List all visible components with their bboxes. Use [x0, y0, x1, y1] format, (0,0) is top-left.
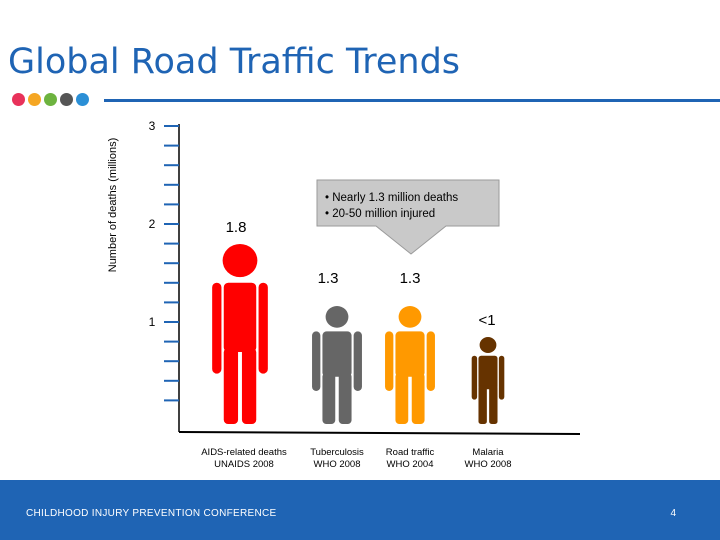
person-left-leg — [322, 372, 336, 424]
person-right-leg — [338, 372, 352, 424]
person-torso — [478, 355, 498, 390]
category-source: WHO 2008 — [465, 459, 512, 470]
page-title: Global Road Traffic Trends — [8, 42, 461, 82]
person-right-arm — [426, 331, 435, 391]
person-left-leg — [395, 372, 409, 424]
person-left-arm — [312, 331, 321, 391]
decorative-dot — [12, 93, 25, 106]
person-head — [479, 337, 497, 354]
person-head — [325, 306, 349, 328]
category-label: Malaria — [472, 447, 504, 458]
person-head — [398, 306, 422, 328]
title-rule — [104, 99, 720, 102]
person-right-arm — [258, 282, 268, 374]
person-left-leg — [478, 385, 487, 424]
person-left-leg — [223, 348, 239, 424]
callout-bullet: • Nearly 1.3 million deaths — [325, 192, 458, 204]
decorative-dot — [28, 93, 41, 106]
person-torso — [322, 331, 352, 377]
data-label: 1.3 — [318, 270, 339, 287]
decorative-dot — [60, 93, 73, 106]
person-figure — [312, 306, 362, 424]
person-right-arm — [498, 355, 505, 400]
category-source: WHO 2004 — [387, 459, 434, 470]
x-axis-line — [178, 431, 581, 435]
category-label: AIDS-related deaths — [201, 447, 287, 458]
callout-bullet: • 20-50 million injured — [325, 208, 435, 220]
decorative-dot — [44, 93, 57, 106]
person-head — [222, 244, 258, 278]
pictograph-chart: Number of deaths (millions) 1 2 3 • Nearly… — [107, 119, 581, 470]
person-figure — [212, 244, 268, 424]
data-label: <1 — [478, 312, 495, 329]
data-label: 1.3 — [400, 270, 421, 287]
person-torso — [395, 331, 425, 377]
person-right-leg — [241, 348, 257, 424]
data-label: 1.8 — [226, 219, 247, 236]
person-left-arm — [385, 331, 394, 391]
footer-bar: CHILDHOOD INJURY PREVENTION CONFERENCE 4 — [0, 480, 720, 540]
callout-box — [316, 179, 500, 255]
y-tick-label: 3 — [149, 119, 156, 133]
person-right-leg — [411, 372, 425, 424]
person-figure — [385, 306, 435, 424]
person-figure — [471, 337, 505, 424]
footer-text: CHILDHOOD INJURY PREVENTION CONFERENCE — [26, 508, 277, 519]
category-label: Road traffic — [386, 447, 435, 458]
person-torso — [223, 282, 257, 352]
page-number: 4 — [670, 508, 676, 519]
y-axis-label: Number of deaths (millions) — [107, 138, 119, 273]
category-source: UNAIDS 2008 — [214, 459, 274, 470]
person-left-arm — [471, 355, 478, 400]
y-tick-label: 1 — [149, 315, 156, 329]
person-right-leg — [489, 385, 498, 424]
person-left-arm — [212, 282, 222, 374]
category-label: Tuberculosis — [310, 447, 364, 458]
category-source: WHO 2008 — [314, 459, 361, 470]
person-right-arm — [353, 331, 362, 391]
decorative-dot — [76, 93, 89, 106]
y-tick-label: 2 — [149, 217, 156, 231]
